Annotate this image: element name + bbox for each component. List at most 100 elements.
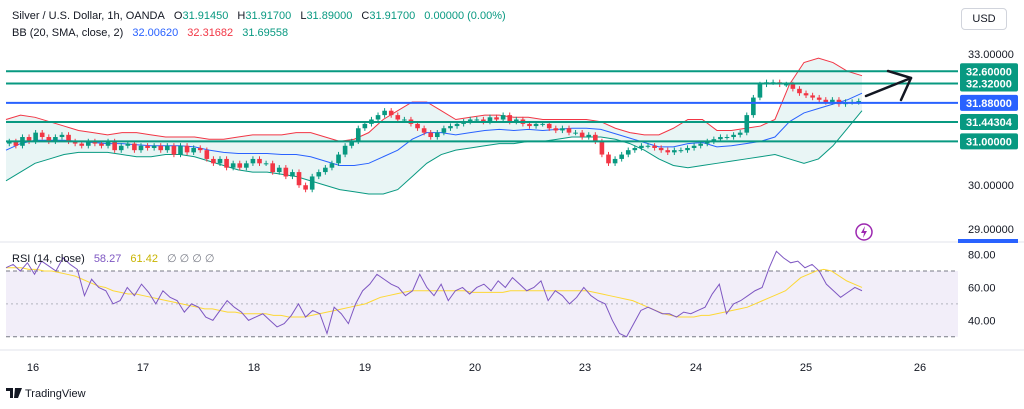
candle-body xyxy=(560,128,565,131)
candle-body xyxy=(744,115,750,133)
candle-body xyxy=(290,172,295,177)
candle-body xyxy=(579,132,585,138)
rsi-tick-label: 40.00 xyxy=(968,315,996,327)
candle-body xyxy=(797,88,802,94)
candle-body xyxy=(349,141,354,146)
candle-body xyxy=(59,134,65,138)
rsi-pane: 80.00 60.00 40.00 xyxy=(5,250,996,338)
candle-body xyxy=(494,117,499,120)
rsi-extras: ∅ ∅ ∅ ∅ xyxy=(167,253,215,265)
bollinger-bands xyxy=(5,57,863,195)
bb-legend[interactable]: BB (20, SMA, close, 2) 32.00620 32.31682… xyxy=(12,27,294,39)
rsi-line xyxy=(5,250,863,338)
candle-body xyxy=(645,145,651,147)
candle-body xyxy=(270,163,275,173)
candle-body xyxy=(757,84,763,98)
candle-body xyxy=(303,185,308,190)
candle-body xyxy=(112,141,117,151)
candle-body xyxy=(118,145,124,151)
time-tick-label: 26 xyxy=(914,362,926,374)
candle-body xyxy=(125,143,131,146)
close-label: C31.91700 xyxy=(361,10,416,22)
candle-body xyxy=(309,176,315,190)
candle-body xyxy=(830,99,835,102)
candle-body xyxy=(685,147,690,151)
candle-body xyxy=(625,150,631,155)
candle-body xyxy=(533,123,539,127)
candle-body xyxy=(197,147,203,151)
rsi-label: RSI (14, close) xyxy=(12,253,85,265)
candle-body xyxy=(151,145,157,148)
bb-lower-value: 31.69558 xyxy=(242,27,289,39)
time-tick-label: 18 xyxy=(248,362,260,374)
bb-upper-line xyxy=(5,57,863,142)
candle-body xyxy=(573,132,578,134)
candle-body xyxy=(230,163,236,168)
change-label: 0.00000 (0.00%) xyxy=(424,10,506,22)
pane-scroll-marker xyxy=(958,239,1018,243)
candle-body xyxy=(171,145,177,155)
candle-body xyxy=(72,141,78,144)
candle-body xyxy=(66,134,71,142)
candle-body xyxy=(856,101,862,103)
axes: 33.00000 30.00000 29.00000 16 17 18 19 20 23 24 25… xyxy=(0,49,1024,374)
candle-body xyxy=(546,123,552,129)
candle-body xyxy=(211,158,216,164)
time-tick-label: 19 xyxy=(359,362,371,374)
candle-body xyxy=(711,139,717,142)
candle-body xyxy=(428,132,434,138)
candle-body xyxy=(415,123,420,129)
time-tick-label: 20 xyxy=(469,362,481,374)
candle-body xyxy=(355,128,361,142)
candle-body xyxy=(751,97,756,116)
level-tag xyxy=(960,113,1018,130)
rsi-ma-line xyxy=(6,267,863,318)
candle-body xyxy=(599,141,605,155)
candle-body xyxy=(86,141,91,146)
candle-body xyxy=(474,119,480,121)
candle-body xyxy=(283,167,289,177)
candle-body xyxy=(514,119,519,122)
candle-body xyxy=(487,117,493,122)
arrow-shaft xyxy=(864,76,913,98)
alert-icon[interactable] xyxy=(855,223,873,241)
candle-body xyxy=(26,137,32,142)
candle-body xyxy=(803,93,809,96)
candle-body xyxy=(145,145,150,148)
candle-body xyxy=(257,158,262,164)
rsi-legend[interactable]: RSI (14, close) 58.27 61.42 ∅ ∅ ∅ ∅ xyxy=(12,252,221,265)
candle-body xyxy=(263,163,269,165)
candle-body xyxy=(184,145,190,153)
candle-body xyxy=(678,150,684,152)
candle-body xyxy=(224,158,229,168)
tradingview-brand: TradingView xyxy=(6,388,86,400)
candle-body xyxy=(178,145,183,155)
candle-body xyxy=(434,132,440,138)
candle-body xyxy=(619,154,624,159)
candle-body xyxy=(612,158,618,164)
bb-upper-value: 32.31682 xyxy=(187,27,234,39)
candle-body xyxy=(33,132,38,142)
candle-body xyxy=(816,97,822,100)
rsi-ma-value: 61.42 xyxy=(130,253,158,265)
symbol-label[interactable]: Silver / U.S. Dollar, 1h, OANDA xyxy=(12,10,165,22)
candle-body xyxy=(375,115,381,120)
candle-body xyxy=(342,145,348,155)
candle-body xyxy=(704,141,710,144)
candle-body xyxy=(527,123,532,127)
candle-body xyxy=(46,137,52,142)
candle-body xyxy=(698,143,703,146)
level-tag-text: 32.32000 xyxy=(966,79,1012,91)
level-tag-text: 32.60000 xyxy=(966,66,1012,78)
currency-button[interactable]: USD xyxy=(961,8,1007,30)
time-tick-label: 17 xyxy=(137,362,149,374)
level-tag xyxy=(960,94,1018,111)
candle-body xyxy=(783,84,789,86)
candle-body xyxy=(718,137,723,140)
candle-body xyxy=(507,115,513,122)
time-tick-label: 24 xyxy=(690,362,702,374)
candle-body xyxy=(500,115,506,120)
candle-body xyxy=(329,163,335,168)
